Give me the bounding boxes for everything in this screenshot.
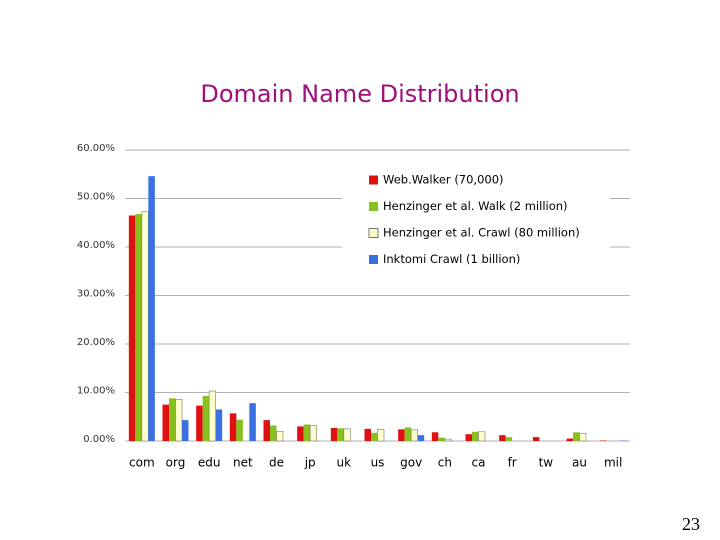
x-tick-label: fr (508, 456, 517, 470)
legend-swatch (369, 202, 378, 211)
bar (371, 432, 378, 441)
x-tick-label: gov (400, 456, 422, 470)
x-tick-label: de (269, 456, 284, 470)
bar (297, 426, 304, 441)
legend-swatch (369, 255, 378, 264)
bar (309, 425, 317, 442)
x-tick-label: org (166, 456, 186, 470)
bar (270, 425, 277, 441)
chart-title: Domain Name Distribution (200, 80, 519, 108)
bar (417, 435, 425, 441)
bar (236, 419, 243, 441)
bar (364, 428, 371, 441)
bar (465, 434, 472, 441)
y-tick-label: 20.00% (77, 337, 115, 348)
bar (337, 428, 344, 441)
bar (330, 427, 338, 441)
bar (579, 432, 587, 442)
x-tick-label: us (371, 456, 385, 470)
x-tick-label: ch (438, 456, 452, 470)
legend-box (342, 163, 610, 273)
y-tick-label: 60.00% (77, 143, 115, 154)
x-tick-label: au (572, 456, 587, 470)
x-tick-label: com (129, 456, 155, 470)
bar (431, 432, 439, 441)
x-tick-label: ca (472, 456, 486, 470)
y-tick-label: 30.00% (77, 289, 115, 300)
bar (532, 437, 540, 441)
bar (573, 432, 580, 441)
slide-number: 23 (682, 514, 700, 534)
bar (208, 390, 216, 442)
bar (128, 215, 136, 441)
bar (444, 438, 452, 442)
x-tick-label: tw (539, 456, 554, 470)
bar (162, 404, 169, 441)
bar (303, 424, 311, 441)
bar (182, 420, 189, 441)
bar (478, 431, 486, 442)
bar (499, 435, 506, 441)
bar (398, 429, 405, 441)
bar (229, 413, 237, 441)
y-tick-label: 10.00% (77, 386, 115, 397)
bar (343, 428, 351, 442)
legend-swatch (369, 175, 378, 185)
bar (196, 405, 203, 441)
legend-label: Henzinger et al. Walk (2 million) (383, 199, 568, 213)
x-tick-label: mil (604, 456, 622, 470)
bar (276, 430, 284, 442)
bar (135, 214, 142, 441)
bar (438, 437, 445, 441)
y-tick-label: 40.00% (77, 240, 115, 251)
x-tick-label: jp (304, 456, 316, 470)
bar (566, 438, 573, 441)
bar (377, 429, 385, 442)
bar (263, 420, 270, 441)
bar (148, 176, 155, 441)
bar (175, 398, 183, 442)
bar (404, 427, 412, 441)
bar (215, 409, 223, 441)
legend-label: Web.Walker (70,000) (383, 173, 504, 187)
bar (169, 398, 176, 441)
x-tick-label: net (233, 456, 253, 470)
y-tick-label: 0.00% (83, 434, 115, 445)
x-tick-label: uk (337, 456, 352, 470)
x-tick-label: edu (198, 456, 221, 470)
legend-swatch (368, 228, 379, 238)
bar (249, 403, 256, 441)
y-tick-label: 50.00% (77, 192, 115, 203)
bar (141, 211, 149, 442)
legend-label: Inktomi Crawl (1 billion) (383, 252, 520, 266)
bar (472, 431, 479, 441)
legend-label: Henzinger et al. Crawl (80 million) (383, 226, 580, 240)
bar (505, 437, 513, 441)
bar (410, 429, 418, 442)
bar (202, 395, 210, 441)
